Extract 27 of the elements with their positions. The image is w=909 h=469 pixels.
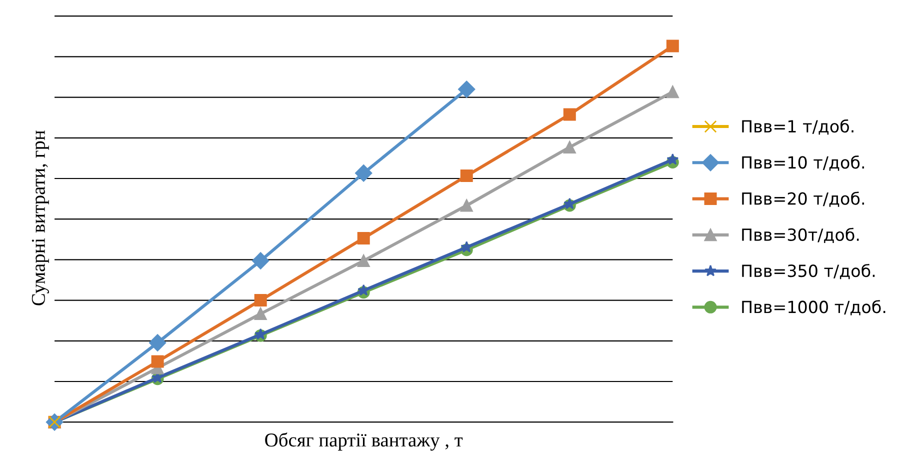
- legend-label: Пвв=1000 т/доб.: [742, 300, 886, 316]
- x-axis-title: Обсяг партії вантажу , т: [265, 432, 463, 451]
- point: [563, 108, 576, 121]
- legend-label: Пвв=350 т/доб.: [742, 264, 875, 280]
- point: [357, 254, 370, 268]
- legend-label: Пвв=1 т/доб.: [742, 119, 854, 135]
- y-axis-title: Сумарні витрати, грн: [32, 130, 49, 306]
- point: [358, 284, 370, 296]
- legend-label: Пвв=10 т/доб.: [742, 156, 864, 171]
- point: [666, 40, 679, 52]
- point: [357, 232, 370, 244]
- point: [458, 80, 476, 98]
- point: [666, 86, 679, 98]
- legend-label: Пвв=30т/доб.: [742, 228, 859, 244]
- point: [563, 140, 576, 154]
- point: [460, 240, 473, 252]
- point: [151, 355, 164, 368]
- legend-label: Пвв=20 т/доб.: [742, 192, 864, 207]
- point: [252, 252, 270, 270]
- point: [355, 164, 372, 182]
- point: [254, 294, 267, 307]
- point: [149, 334, 166, 352]
- point: [460, 199, 473, 212]
- point: [460, 170, 473, 182]
- point: [564, 198, 576, 210]
- point: [254, 308, 267, 320]
- point: [666, 153, 679, 165]
